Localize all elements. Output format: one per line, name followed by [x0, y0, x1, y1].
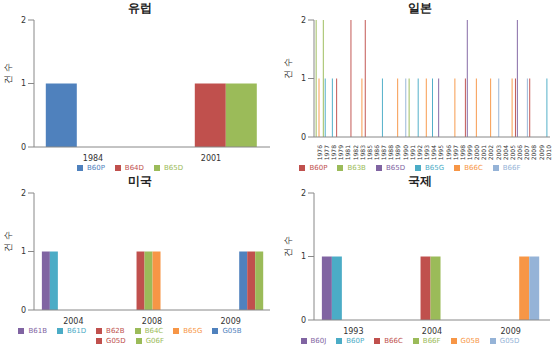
html-text:B63B: B63B	[347, 164, 366, 172]
html-text:B65D: B65D	[385, 164, 405, 172]
svg-text:건 수: 건 수	[283, 236, 293, 257]
html-text:G05D: G05D	[106, 337, 126, 345]
svg-text:1: 1	[301, 252, 306, 261]
html-text:B64D: B64D	[124, 164, 144, 172]
svg-text:1976: 1976	[316, 145, 323, 160]
svg-text:2: 2	[21, 16, 26, 25]
svg-text:2007: 2007	[523, 145, 530, 160]
svg-text:1983: 1983	[359, 145, 366, 160]
html-text:B61D: B61D	[67, 327, 87, 335]
html-text:G05B: G05B	[222, 327, 242, 335]
svg-text:1993: 1993	[343, 327, 363, 336]
svg-text:0: 0	[301, 133, 306, 142]
html-text:B64C: B64C	[144, 327, 164, 335]
svg-text:2010: 2010	[545, 145, 552, 160]
svg-text:2001: 2001	[201, 154, 221, 163]
html-text:B66C: B66C	[464, 164, 483, 172]
svg-text:2004: 2004	[422, 327, 442, 336]
svg-text:0: 0	[21, 143, 26, 152]
svg-text:1988: 1988	[387, 145, 394, 160]
svg-text:2005: 2005	[509, 145, 516, 160]
html-text:G06F: G06F	[145, 337, 164, 345]
svg-text:1981: 1981	[344, 145, 351, 160]
svg-text:2006: 2006	[516, 145, 523, 160]
svg-text:1978: 1978	[330, 145, 337, 160]
html-text:B60P: B60P	[309, 164, 328, 172]
svg-text:2009: 2009	[220, 317, 240, 326]
svg-text:1993: 1993	[423, 145, 430, 160]
html-text:일본: 일본	[408, 1, 432, 15]
html-text:B65G: B65G	[183, 327, 203, 335]
svg-text:1: 1	[21, 247, 26, 256]
html-text:국제: 국제	[408, 174, 432, 188]
svg-text:2008: 2008	[142, 317, 162, 326]
html-text:B66C: B66C	[384, 337, 403, 345]
svg-text:1994: 1994	[430, 145, 437, 160]
svg-text:2009: 2009	[500, 327, 520, 336]
svg-text:0: 0	[301, 316, 306, 325]
html-text:B66F: B66F	[422, 337, 441, 345]
html-text:G05D: G05D	[499, 337, 520, 345]
svg-text:0: 0	[21, 306, 26, 315]
svg-text:2009: 2009	[538, 145, 545, 160]
html-text:B66F: B66F	[502, 164, 521, 172]
svg-text:2: 2	[301, 189, 306, 198]
svg-text:2: 2	[21, 189, 26, 198]
svg-text:2: 2	[301, 16, 306, 25]
svg-text:1979: 1979	[337, 145, 344, 160]
svg-text:건 수: 건 수	[8, 63, 13, 84]
html-text:유럽: 유럽	[128, 1, 152, 15]
svg-text:1982: 1982	[352, 145, 359, 160]
html-text:B60P: B60P	[346, 337, 365, 345]
svg-text:2003: 2003	[495, 145, 502, 160]
html-text:B65D: B65D	[164, 164, 184, 172]
svg-text:1989: 1989	[395, 145, 402, 160]
svg-text:1985: 1985	[366, 145, 373, 160]
html-text:B60J: B60J	[310, 337, 327, 345]
svg-text:1986: 1986	[373, 145, 380, 160]
svg-text:1995: 1995	[437, 145, 444, 160]
svg-text:2004: 2004	[63, 317, 83, 326]
html-text:G05B: G05B	[460, 337, 480, 345]
html-text:B60P: B60P	[86, 164, 105, 172]
svg-text:1997: 1997	[452, 145, 459, 160]
svg-text:1991: 1991	[409, 145, 416, 160]
svg-text:1984: 1984	[83, 154, 103, 163]
svg-text:1998: 1998	[459, 145, 466, 160]
html-text:B65G: B65G	[425, 164, 445, 172]
svg-text:2001: 2001	[480, 145, 487, 160]
svg-text:2002: 2002	[487, 145, 494, 160]
svg-text:1977: 1977	[323, 145, 330, 160]
svg-text:1992: 1992	[416, 145, 423, 160]
svg-text:건 수: 건 수	[283, 58, 293, 79]
svg-text:1990: 1990	[402, 145, 409, 160]
svg-text:1996: 1996	[445, 145, 452, 160]
svg-text:건 수: 건 수	[8, 231, 13, 252]
svg-text:1999: 1999	[466, 145, 473, 160]
svg-text:1: 1	[301, 74, 306, 83]
html-text:미국: 미국	[128, 174, 152, 188]
svg-text:2000: 2000	[473, 145, 480, 160]
html-text:B61B: B61B	[28, 327, 47, 335]
svg-text:1: 1	[21, 79, 26, 88]
html-text:B62B: B62B	[106, 327, 125, 335]
svg-text:2004: 2004	[502, 145, 509, 160]
svg-text:1987: 1987	[380, 145, 387, 160]
svg-text:2008: 2008	[530, 145, 537, 160]
